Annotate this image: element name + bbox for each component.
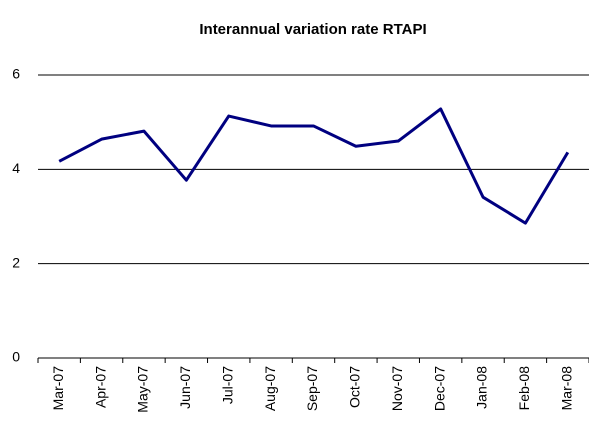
x-tick-label: Aug-07	[262, 366, 278, 411]
x-tick-label: May-07	[135, 366, 151, 413]
x-tick-label: Oct-07	[347, 366, 363, 408]
x-tick-label: Mar-08	[559, 366, 575, 411]
chart-title: Interannual variation rate RTAPI	[199, 21, 426, 38]
x-tick-label: Apr-07	[92, 366, 108, 408]
x-tick-label: Dec-07	[431, 366, 447, 411]
y-tick-label: 0	[12, 349, 20, 365]
x-tick-label: Feb-08	[516, 366, 532, 411]
x-tick-label: Mar-07	[50, 366, 66, 411]
y-tick-label: 2	[12, 254, 20, 270]
y-tick-label: 6	[12, 66, 20, 82]
x-tick-label: Jan-08	[474, 366, 490, 409]
x-tick-label: Sep-07	[304, 366, 320, 411]
x-tick-label: Jun-07	[177, 366, 193, 409]
x-tick-label: Jul-07	[219, 366, 235, 404]
x-tick-label: Nov-07	[389, 366, 405, 411]
y-tick-label: 4	[12, 160, 20, 176]
data-line	[58, 107, 570, 225]
